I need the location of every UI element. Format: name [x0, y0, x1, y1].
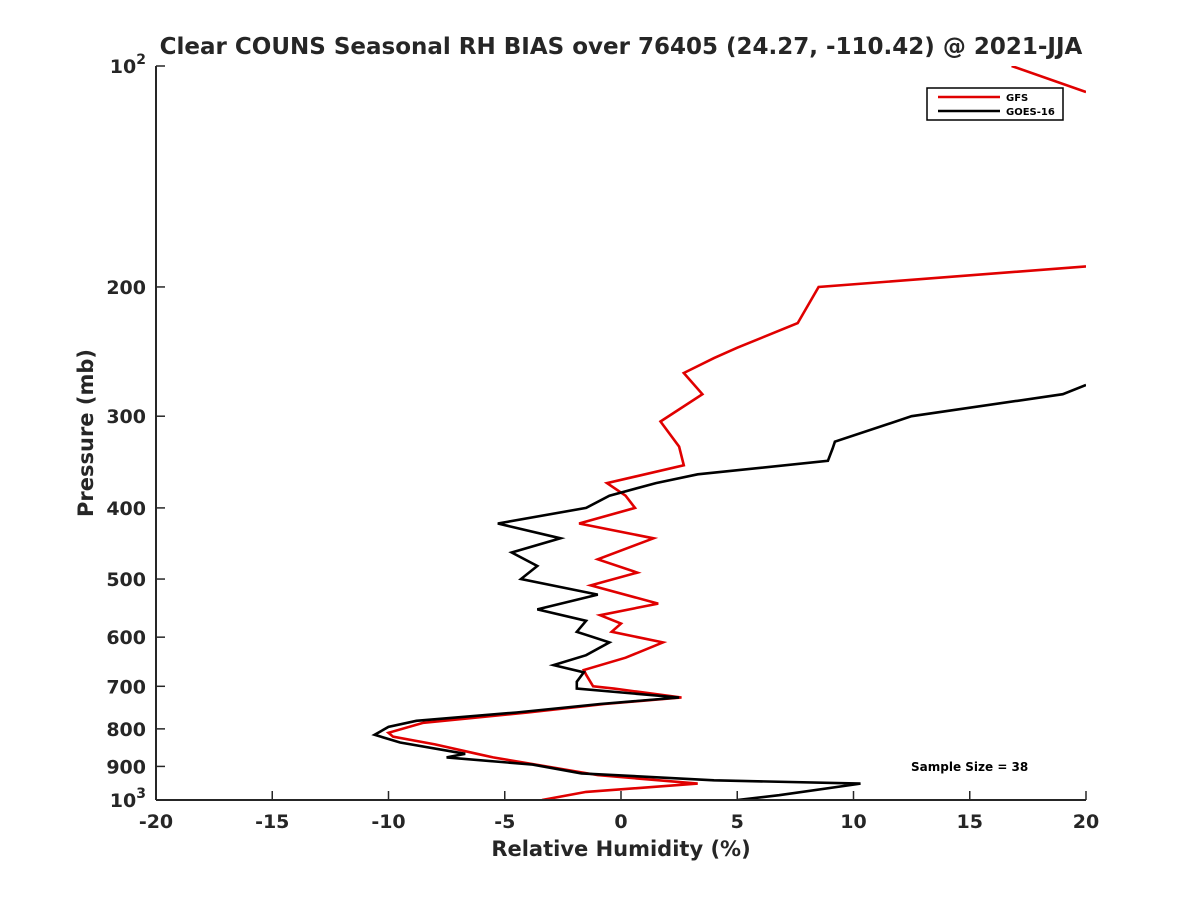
x-ticks: -20 -15 -10 -5 0 5 10 15 20 — [139, 791, 1099, 833]
series-line-gfs-0 — [385, 265, 1086, 800]
x-axis-label: Relative Humidity (%) — [491, 837, 750, 861]
legend-label-gfs: GFS — [1006, 93, 1028, 104]
series-line-gfs-1 — [1011, 66, 1086, 94]
x-tick-label: 15 — [957, 811, 983, 833]
x-tick-label: -5 — [494, 811, 515, 833]
x-tick-label: 5 — [731, 811, 744, 833]
x-tick-label: 20 — [1073, 811, 1099, 833]
y-axis-label: Pressure (mb) — [74, 349, 98, 517]
y-tick-label: 700 — [106, 676, 146, 698]
x-tick-label: -15 — [255, 811, 289, 833]
x-tick-label: 10 — [840, 811, 866, 833]
series-layer — [371, 66, 1086, 800]
sample-size-annotation: Sample Size = 38 — [911, 760, 1028, 774]
x-tick-label: -10 — [371, 811, 405, 833]
y-tick-label: 900 — [106, 756, 146, 778]
series-line-goes16-2 — [371, 383, 1086, 800]
x-tick-label: 0 — [614, 811, 627, 833]
legend-box — [926, 87, 1064, 121]
y-tick-label: 800 — [106, 719, 146, 741]
y-tick-label: 300 — [106, 406, 146, 428]
y-tick-label: 200 — [106, 277, 146, 299]
y-tick-label: 103 — [110, 786, 146, 812]
y-ticks: 102 200 300 400 500 600 700 800 900 103 — [106, 52, 165, 812]
y-tick-label: 102 — [110, 52, 146, 78]
y-tick-label: 600 — [106, 627, 146, 649]
chart-title: Clear COUNS Seasonal RH BIAS over 76405 … — [160, 34, 1083, 60]
y-tick-label: 500 — [106, 569, 146, 591]
y-tick-label: 400 — [106, 498, 146, 520]
legend: GFS GOES-16 — [926, 87, 1064, 121]
x-tick-label: -20 — [139, 811, 173, 833]
legend-label-goes16: GOES-16 — [1006, 107, 1055, 118]
